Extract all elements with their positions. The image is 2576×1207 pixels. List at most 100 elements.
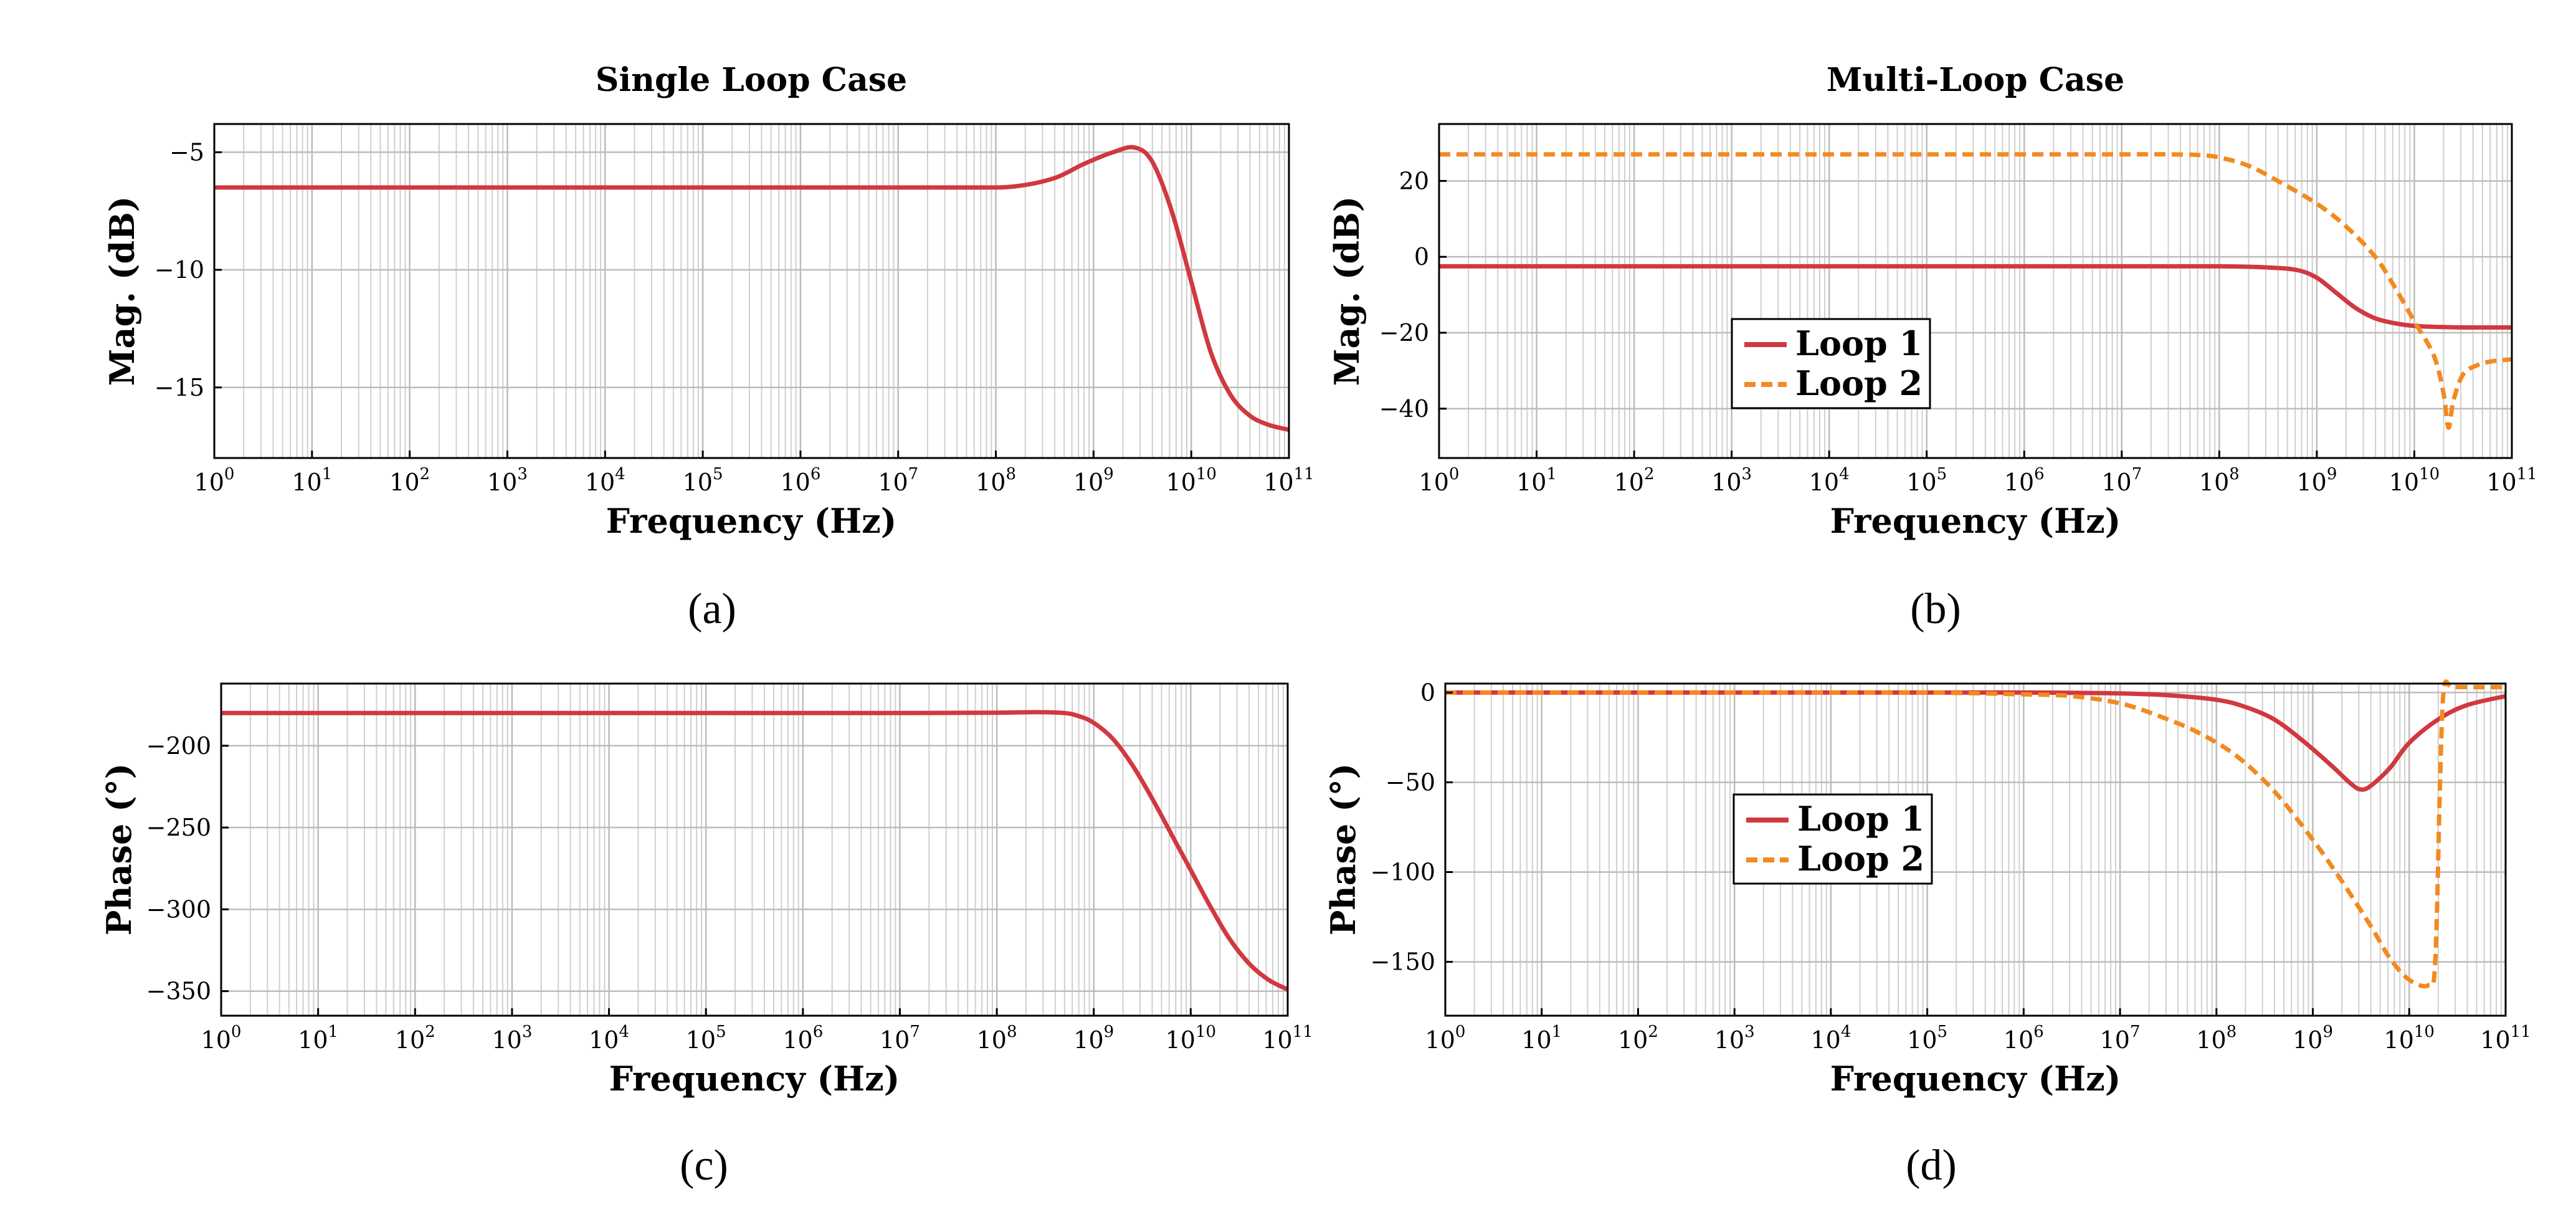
- y-tick-label: −300: [146, 895, 211, 923]
- x-tick-label: 102: [1618, 1023, 1658, 1054]
- x-tick-label: 101: [292, 465, 332, 496]
- legend-label-loop-2: Loop 2: [1797, 839, 1924, 879]
- x-tick-label: 100: [201, 1023, 242, 1054]
- legend-label-loop-1: Loop 1: [1795, 323, 1922, 363]
- x-tick-label: 1010: [1166, 1023, 1216, 1054]
- series-line-loop-2: [1445, 679, 2506, 989]
- y-tick-label: −20: [1379, 319, 1429, 346]
- x-tick-label: 107: [880, 1023, 920, 1054]
- y-tick-label: −200: [146, 732, 211, 760]
- y-axis-label: Mag. (dB): [102, 196, 142, 386]
- x-tick-label: 1010: [2389, 465, 2440, 496]
- x-tick-label: 1010: [1166, 465, 1216, 496]
- x-tick-label: 103: [1714, 1023, 1755, 1054]
- x-tick-label: 1011: [1262, 1023, 1313, 1054]
- x-tick-label: 1011: [2486, 465, 2537, 496]
- x-tick-label: 103: [487, 465, 528, 496]
- series-line-loop-2: [1439, 152, 2512, 430]
- x-tick-label: 105: [686, 1023, 726, 1054]
- y-tick-label: −100: [1371, 859, 1435, 886]
- x-tick-label: 106: [2004, 465, 2045, 496]
- x-tick-label: 109: [1073, 465, 1114, 496]
- gridlines: [221, 684, 1288, 1016]
- legend: Loop 1 Loop 2: [1732, 793, 1933, 885]
- x-tick-label: 103: [1711, 465, 1752, 496]
- x-tick-label: 100: [194, 465, 235, 496]
- x-tick-label: 102: [395, 1023, 435, 1054]
- y-axis-ticks: −200 −250 −300 −350: [146, 732, 229, 1005]
- x-tick-label: 100: [1425, 1023, 1466, 1054]
- x-tick-label: 107: [2101, 465, 2142, 496]
- series-line-loop-1: [221, 710, 1289, 992]
- y-axis-ticks: −5 −10 −15: [154, 138, 222, 401]
- y-axis-label: Mag. (dB): [1327, 196, 1367, 386]
- panel-caption: (c): [680, 1142, 728, 1190]
- y-axis-ticks: 20 0 −20 −40: [1379, 167, 1447, 422]
- x-tick-label: 102: [1614, 465, 1655, 496]
- y-axis-label: Phase (°): [99, 763, 139, 936]
- x-tick-label: 106: [780, 465, 820, 496]
- panel-b-magnitude-multi-loop: Multi-Loop Case 20 0 −20 −40 100 101 102 103 10…: [1327, 61, 2537, 633]
- panel-d-phase-multi-loop: 0 −50 −100 −150 100 101 102 103 104 105 106 107 108…: [1323, 679, 2531, 1190]
- x-tick-label: 108: [976, 465, 1016, 496]
- y-tick-label: −15: [154, 374, 204, 401]
- legend-box: [1731, 318, 1931, 409]
- x-tick-label: 101: [1516, 465, 1557, 496]
- chart-title: Multi-Loop Case: [1827, 61, 2124, 99]
- y-tick-label: 20: [1399, 167, 1429, 194]
- x-tick-label: 1011: [2480, 1023, 2531, 1054]
- series-line-loop-1: [1445, 690, 2506, 792]
- y-tick-label: −250: [146, 814, 211, 841]
- x-tick-label: 107: [878, 465, 918, 496]
- gridlines: [1445, 684, 2506, 1016]
- y-tick-label: −150: [1371, 948, 1435, 976]
- y-tick-label: −10: [154, 256, 204, 284]
- series-line-loop-1: [214, 145, 1290, 432]
- panel-a-magnitude-single-loop: Single Loop Case −5 −10 −15 100 101 102 103 10…: [102, 61, 1314, 633]
- plot-frame: [213, 123, 1290, 459]
- panel-caption: (d): [1906, 1142, 1957, 1190]
- x-tick-label: 109: [1073, 1023, 1114, 1054]
- y-axis-ticks: 0 −50 −100 −150: [1371, 679, 1453, 976]
- y-tick-label: −350: [146, 978, 211, 1005]
- series-line-loop-1: [1439, 264, 2512, 330]
- x-tick-label: 102: [389, 465, 430, 496]
- x-axis-label: Frequency (Hz): [1830, 1059, 2121, 1099]
- gridlines: [214, 124, 1289, 458]
- legend: Loop 1 Loop 2: [1731, 318, 1931, 409]
- legend-label-loop-2: Loop 2: [1795, 363, 1922, 403]
- panel-c-phase-single-loop: −200−250−300−350 100 101 102 103 104 105 106 10…: [99, 682, 1313, 1190]
- y-tick-label: −40: [1379, 395, 1429, 422]
- plot-frame: [1438, 123, 2513, 459]
- gridlines: [1439, 124, 2512, 458]
- panel-caption: (b): [1910, 585, 1961, 633]
- plot-frame: [1444, 682, 2507, 1017]
- x-tick-label: 105: [1907, 1023, 1947, 1054]
- x-axis-ticks: 100 101 102 103 104 105 106 107 108 109 1010 1011: [201, 1008, 1313, 1054]
- chart-title: Single Loop Case: [596, 61, 907, 99]
- x-axis-label: Frequency (Hz): [606, 501, 897, 541]
- x-tick-label: 100: [1419, 465, 1460, 496]
- x-tick-label: 103: [492, 1023, 532, 1054]
- panel-caption: (a): [688, 585, 736, 633]
- legend-label-loop-1: Loop 1: [1797, 799, 1924, 839]
- data-series: [1445, 679, 2506, 989]
- data-series: [1439, 152, 2512, 430]
- plot-frame: [220, 682, 1289, 1017]
- x-tick-label: 104: [1809, 465, 1850, 496]
- x-axis-label: Frequency (Hz): [609, 1059, 900, 1099]
- x-tick-label: 106: [2003, 1023, 2044, 1054]
- data-series: [221, 710, 1289, 992]
- y-tick-label: −5: [169, 138, 204, 166]
- x-tick-label: 104: [585, 465, 625, 496]
- x-tick-label: 109: [2293, 1023, 2333, 1054]
- x-tick-label: 108: [2196, 1023, 2236, 1054]
- x-tick-label: 101: [1521, 1023, 1562, 1054]
- x-tick-label: 109: [2296, 465, 2337, 496]
- x-tick-label: 107: [2100, 1023, 2141, 1054]
- x-tick-label: 104: [589, 1023, 629, 1054]
- y-tick-label: −50: [1385, 768, 1435, 796]
- y-tick-label: 0: [1414, 243, 1429, 270]
- x-tick-label: 106: [782, 1023, 823, 1054]
